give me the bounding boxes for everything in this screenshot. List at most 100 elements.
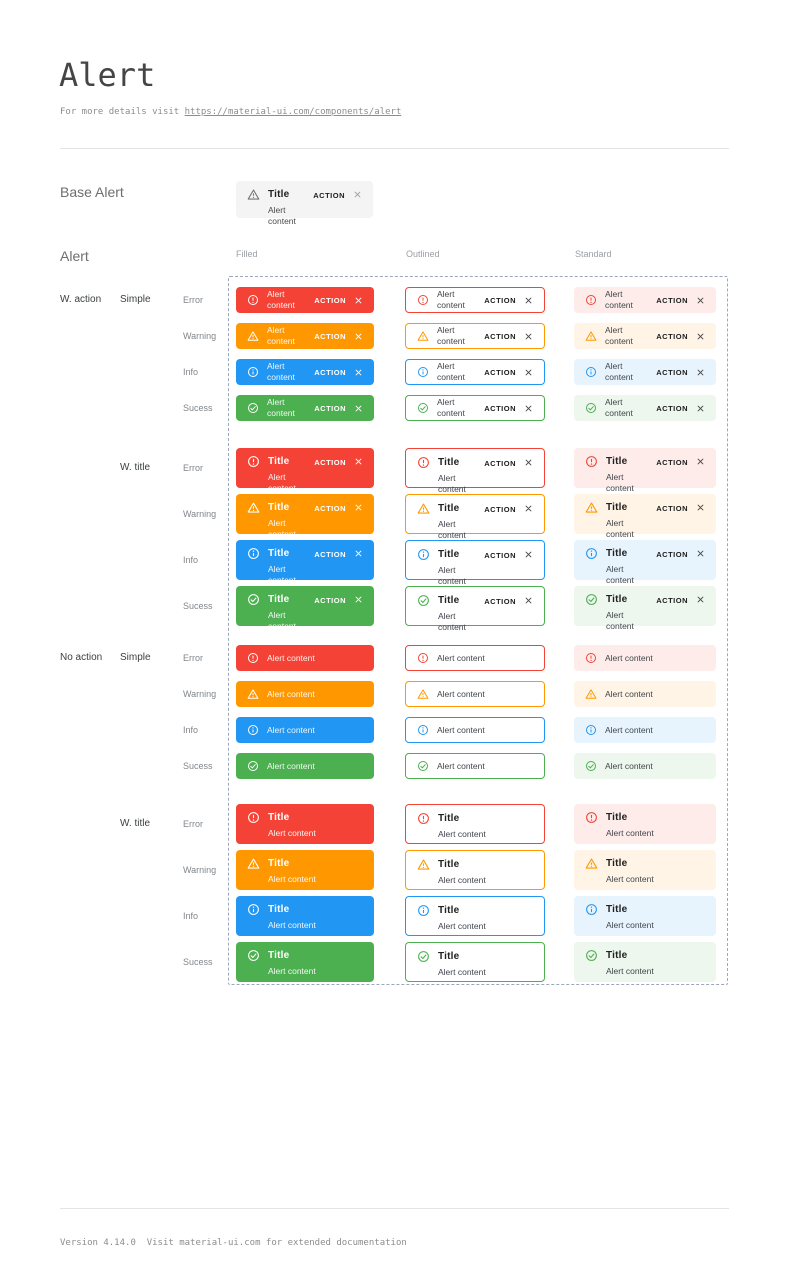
alert-filled-info-with-title: Title Alert content ACTION [236,540,374,585]
alert-body: Alert content [605,289,648,311]
alert-title: Title [268,456,290,467]
action-button[interactable]: ACTION [656,596,688,605]
close-icon[interactable] [696,503,705,512]
docs-link[interactable]: https://material-ui.com/components/alert [184,107,402,117]
action-button[interactable]: ACTION [314,331,346,341]
page-title: Alert [59,56,156,94]
action-button[interactable]: ACTION [484,459,516,468]
action-button[interactable]: ACTION [484,331,516,341]
action-button[interactable]: ACTION [314,458,346,467]
close-icon[interactable] [696,549,705,558]
action-button[interactable]: ACTION [314,596,346,605]
alert-row: Warning Alert content ACTION Alert content A… [60,323,729,349]
alert-content: Alert content [605,361,633,382]
alert-title: Title [606,548,628,559]
alert-content: Alert content [605,289,633,310]
alert-grid-boundary [228,276,728,985]
alert-standard-error-with-title: Title Alert content ACTION [574,448,716,493]
action-button[interactable]: ACTION [484,551,516,560]
alert-title: Title [268,812,290,823]
alert-group-block: No action Simple Error Alert content Alert c… [60,645,729,779]
alert-body: Title Alert content [438,594,476,633]
alert-standard-success-simple-no-action: Alert content [574,753,716,779]
action-button[interactable]: ACTION [314,550,346,559]
variant-label: W. title [120,818,151,829]
alert-body: Title Alert content [268,949,363,977]
error-icon [417,294,429,306]
alert-content: Alert content [267,652,315,663]
action-button[interactable]: ACTION [484,505,516,514]
close-icon[interactable] [696,404,705,413]
subtitle-text: For more details visit [60,107,185,117]
close-icon[interactable] [524,368,533,377]
close-icon[interactable] [354,595,363,604]
action-button[interactable]: ACTION [656,403,688,413]
action-button[interactable]: ACTION [484,403,516,413]
alert-content: Alert content [438,519,466,540]
action-button[interactable]: ACTION [656,367,688,377]
alert-body: Alert content [267,689,363,700]
alert-standard-warning-simple: Alert content ACTION [574,323,716,349]
alert-filled-success-simple: Alert content ACTION [236,395,374,421]
close-icon[interactable] [524,504,533,513]
action-button[interactable]: ACTION [314,367,346,377]
alert-filled-info-simple-no-action: Alert content [236,717,374,743]
close-icon[interactable] [696,296,705,305]
info-icon [417,366,429,378]
alert-content: Alert content [267,325,295,346]
close-icon[interactable] [354,503,363,512]
close-icon[interactable] [354,332,363,341]
action-button[interactable]: ACTION [656,458,688,467]
info-icon [247,724,259,736]
success-icon [247,593,260,606]
close-icon[interactable] [524,596,533,605]
alert-outlined-error-with-title-no-action: Title Alert content [405,804,545,844]
action-button[interactable]: ACTION [656,295,688,305]
action-button[interactable]: ACTION [314,295,346,305]
close-icon[interactable] [353,190,362,199]
action-button[interactable]: ACTION [656,504,688,513]
alert-standard-warning-with-title: Title Alert content ACTION [574,494,716,539]
alert-outlined-error-with-title: Title Alert content ACTION [405,448,545,494]
alert-content: Alert content [605,652,653,663]
close-icon[interactable] [354,549,363,558]
action-button[interactable]: ACTION [656,331,688,341]
alert-title: Title [438,859,460,870]
close-icon[interactable] [696,457,705,466]
alert-filled-success-with-title-no-action: Title Alert content [236,942,374,982]
warning-icon [417,330,429,342]
close-icon[interactable] [696,332,705,341]
severity-label: Error [183,295,203,305]
action-button[interactable]: ACTION [314,403,346,413]
close-icon[interactable] [524,404,533,413]
alert-standard-info-with-title-no-action: Title Alert content [574,896,716,936]
variant-label: Simple [120,294,151,305]
alert-content: Alert content [267,397,295,418]
alert-body: Title Alert content [268,857,363,885]
alert-content: Alert content [605,688,653,699]
action-button[interactable]: ACTION [484,295,516,305]
alert-row: Sucess Alert content Alert content Alert co… [60,753,729,779]
action-button[interactable]: ACTION [484,367,516,377]
alert-body: Alert content [437,689,533,700]
close-icon[interactable] [696,595,705,604]
action-button[interactable]: ACTION [656,550,688,559]
close-icon[interactable] [354,368,363,377]
severity-label: Sucess [183,957,213,967]
success-icon [585,949,598,962]
close-icon[interactable] [524,458,533,467]
close-icon[interactable] [524,296,533,305]
action-button[interactable]: ACTION [313,191,345,200]
close-icon[interactable] [354,457,363,466]
alert-body: Alert content [267,725,363,736]
close-icon[interactable] [354,296,363,305]
close-icon[interactable] [696,368,705,377]
action-button[interactable]: ACTION [314,504,346,513]
alert-row: Sucess Title Alert content ACTION Title Alert… [60,586,729,632]
base-alert-card: Title Alert content ACTION [236,181,373,226]
alert-filled-warning-with-title: Title Alert content ACTION [236,494,374,539]
close-icon[interactable] [354,404,363,413]
close-icon[interactable] [524,332,533,341]
close-icon[interactable] [524,550,533,559]
action-button[interactable]: ACTION [484,597,516,606]
